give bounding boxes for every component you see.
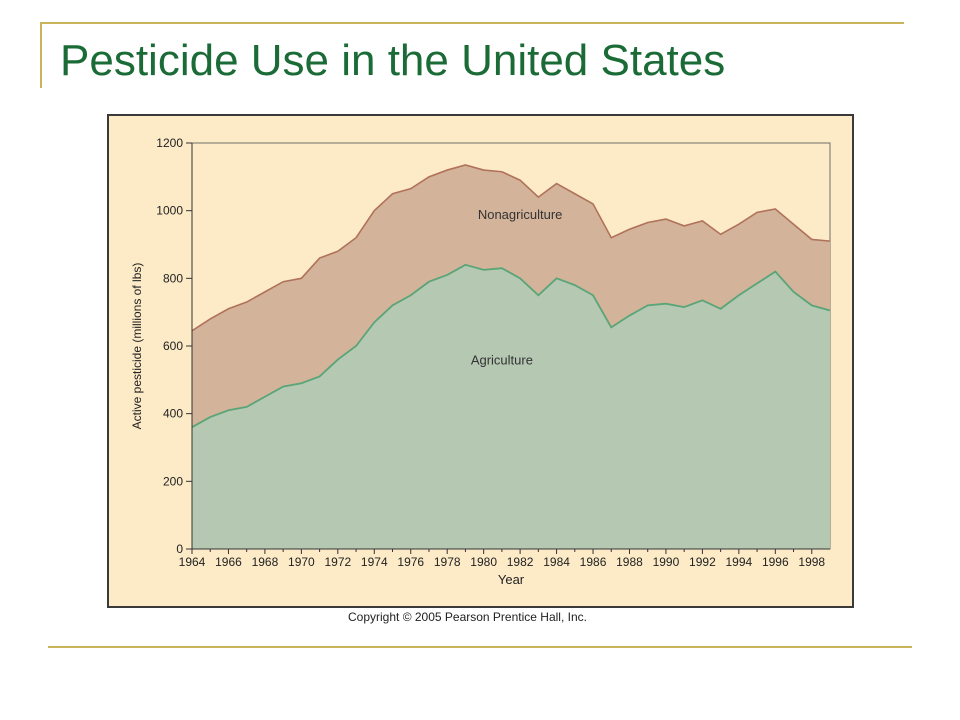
y-tick-label: 1200: [156, 136, 183, 150]
y-tick-label: 800: [163, 271, 183, 285]
x-tick-label: 1966: [215, 555, 242, 569]
series-annotation: Nonagriculture: [478, 207, 563, 222]
x-tick-label: 1968: [252, 555, 279, 569]
x-tick-label: 1974: [361, 555, 388, 569]
y-tick-label: 0: [176, 542, 183, 556]
x-tick-label: 1990: [653, 555, 680, 569]
x-tick-label: 1992: [689, 555, 716, 569]
top-accent-rule: [40, 22, 904, 24]
bottom-accent-rule: [48, 646, 912, 648]
copyright-caption: Copyright © 2005 Pearson Prentice Hall, …: [348, 610, 587, 624]
chart-figure: 0 200 400 600 800 1000 1200 1964 1966 1968 1970 197…: [107, 114, 854, 608]
nonagriculture-line: [191, 164, 831, 332]
x-tick-label: 1972: [324, 555, 351, 569]
x-tick-label: 1978: [434, 555, 461, 569]
x-tick-label: 1982: [507, 555, 534, 569]
x-tick-label: 1986: [580, 555, 607, 569]
x-tick-label: 1980: [470, 555, 497, 569]
x-tick-label: 1970: [288, 555, 315, 569]
agriculture-area: [192, 264, 830, 549]
x-tick-label: 1994: [726, 555, 753, 569]
x-tick-label: 1984: [543, 555, 570, 569]
y-tick-label: 1000: [156, 204, 183, 218]
y-tick-label: 600: [163, 339, 183, 353]
x-tick-label: 1996: [762, 555, 789, 569]
series-annotation: Agriculture: [471, 353, 533, 368]
x-tick-label: 1964: [179, 555, 206, 569]
label-layer: Year Active pesticide (millions of lbs) No…: [130, 207, 562, 587]
slide-title: Pesticide Use in the United States: [60, 36, 726, 85]
left-accent-rule: [40, 22, 42, 88]
agriculture-line: [191, 263, 831, 428]
y-axis-title: Active pesticide (millions of lbs): [130, 263, 144, 430]
y-tick-label: 200: [163, 474, 183, 488]
x-tick-label: 1988: [616, 555, 643, 569]
area-layer: [191, 164, 831, 549]
x-axis-title: Year: [498, 572, 525, 587]
y-tick-label: 400: [163, 407, 183, 421]
pesticide-area-chart: 0 200 400 600 800 1000 1200 1964 1966 1968 1970 197…: [107, 114, 854, 608]
axes-layer: 0 200 400 600 800 1000 1200 1964 1966 1968 1970 197…: [156, 136, 830, 569]
x-tick-label: 1976: [397, 555, 424, 569]
x-tick-label: 1998: [798, 555, 825, 569]
